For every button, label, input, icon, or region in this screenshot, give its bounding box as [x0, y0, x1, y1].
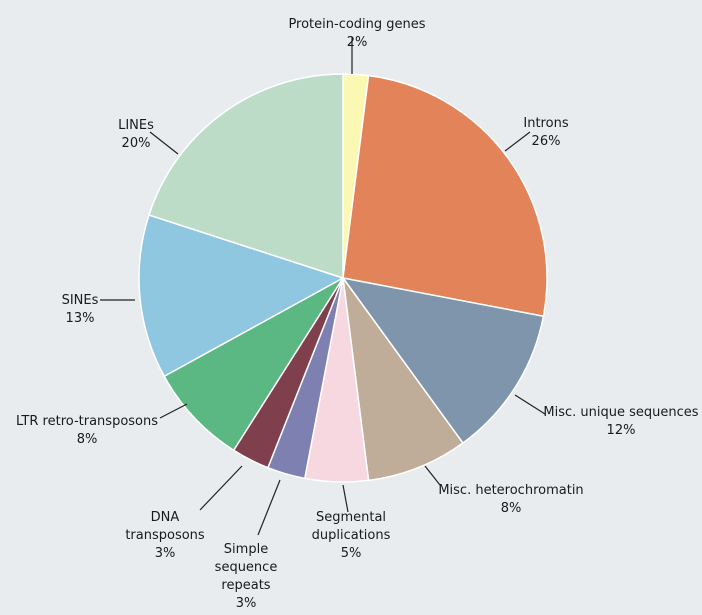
- slice-label-dna-transposons: DNA transposons 3%: [125, 510, 205, 561]
- slice-misc-unique-sequences: [341, 276, 545, 445]
- slice-label-line: SINEs: [62, 293, 99, 308]
- slice-label-line: Misc. unique sequences: [543, 405, 698, 420]
- slice-percent: 5%: [341, 546, 362, 561]
- slice-percent: 8%: [77, 432, 98, 447]
- leader-line-misc-heterochromatin: [424, 465, 441, 486]
- slice-label-simple-sequence-repeats: Simple sequence repeats 3%: [215, 542, 278, 611]
- slice-percent: 3%: [155, 546, 176, 561]
- slice-label-lines: LINEs 20%: [118, 118, 154, 151]
- leader-line-dna-transposons: [199, 465, 243, 511]
- slice-percent: 20%: [122, 136, 151, 151]
- slice-percent: 26%: [532, 134, 561, 149]
- slice-label-line: sequence: [215, 560, 278, 575]
- slice-label-misc-heterochromatin: Misc. heterochromatin 8%: [438, 483, 583, 516]
- slice-label-line: LTR retro-transposons: [16, 414, 158, 429]
- slice-label-line: Protein-coding genes: [288, 17, 425, 32]
- pie-labels: Protein-coding genes 2% Introns 26% Misc. un…: [16, 17, 699, 611]
- pie-leader-lines: [100, 37, 546, 536]
- slice-label-line: duplications: [312, 528, 391, 543]
- leader-line-lines: [149, 131, 179, 155]
- leader-line-segmental-duplications: [342, 484, 349, 513]
- leader-line-simple-sequence-repeats: [257, 479, 281, 536]
- slice-percent: 8%: [501, 501, 522, 516]
- slice-label-line: repeats: [221, 578, 270, 593]
- leader-line-introns: [504, 131, 531, 152]
- slice-label-misc-unique-sequences: Misc. unique sequences 12%: [543, 405, 698, 438]
- leader-line-ltr-retro-transposons: [159, 403, 188, 419]
- slice-label-introns: Introns 26%: [523, 116, 568, 149]
- slice-percent: 12%: [607, 423, 636, 438]
- slice-label-protein-coding-genes: Protein-coding genes 2%: [288, 17, 425, 50]
- slice-label-ltr-retro-transposons: LTR retro-transposons 8%: [16, 414, 158, 447]
- leader-line-misc-unique-sequences: [514, 394, 546, 415]
- slice-label-line: Introns: [523, 116, 568, 131]
- slice-label-sines: SINEs 13%: [62, 293, 99, 326]
- slice-label-line: DNA: [151, 510, 180, 525]
- pie-slices: [138, 73, 548, 483]
- slice-label-segmental-duplications: Segmental duplications 5%: [312, 510, 391, 561]
- slice-lines: [148, 73, 344, 280]
- slice-label-line: transposons: [125, 528, 205, 543]
- slice-ltr-retro-transposons: [163, 277, 344, 452]
- slice-label-line: LINEs: [118, 118, 154, 133]
- slice-label-line: Simple: [224, 542, 268, 557]
- slice-label-line: Segmental: [316, 510, 386, 525]
- slice-sines: [138, 214, 345, 378]
- slice-percent: 13%: [66, 311, 95, 326]
- slice-label-line: Misc. heterochromatin: [438, 483, 583, 498]
- slice-percent: 3%: [236, 596, 257, 611]
- slice-introns: [342, 74, 548, 318]
- slice-misc-heterochromatin: [342, 277, 464, 482]
- slice-percent: 2%: [347, 35, 368, 50]
